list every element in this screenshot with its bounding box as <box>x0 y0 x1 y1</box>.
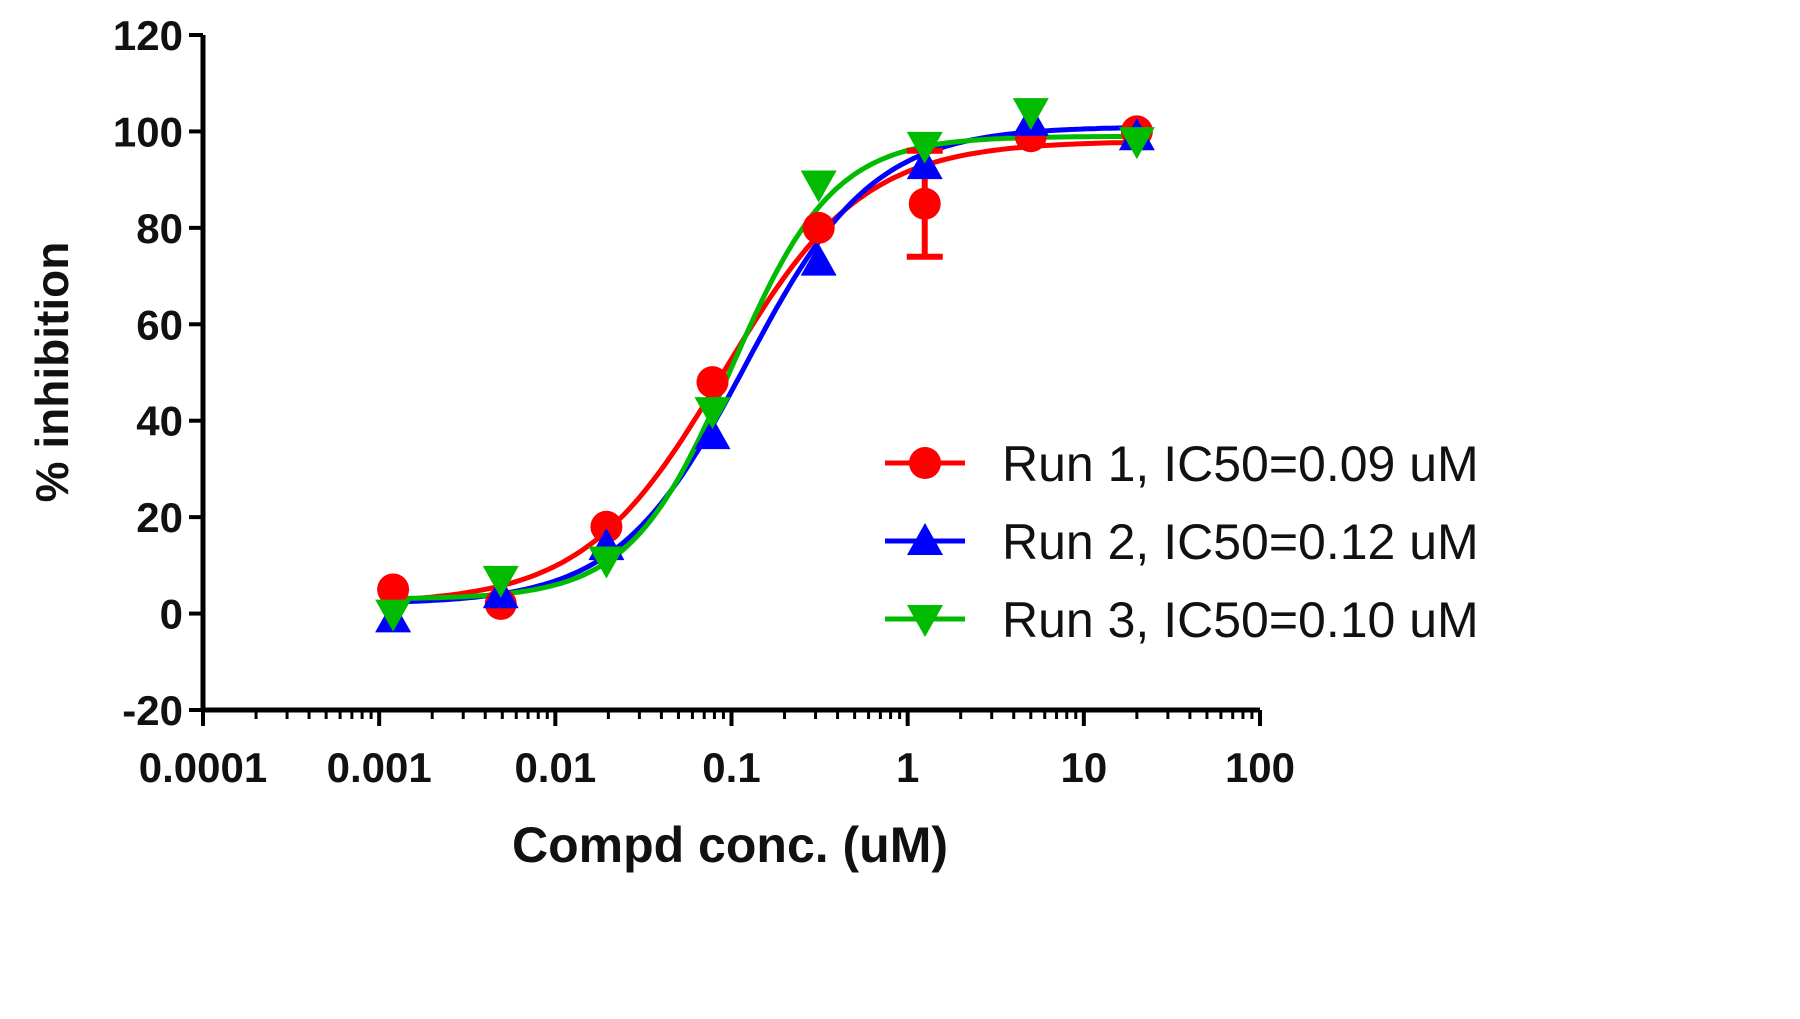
data-point-run-3 <box>1012 98 1049 131</box>
data-point-run-1 <box>908 187 941 220</box>
y-tick-label: 20 <box>136 494 183 541</box>
legend-marker <box>907 523 943 555</box>
data-point-run-1 <box>377 573 410 606</box>
data-point-run-3 <box>375 599 412 632</box>
data-point-run-1 <box>590 510 623 543</box>
y-tick-label: 40 <box>136 398 183 445</box>
y-tick-label: 60 <box>136 301 183 348</box>
data-point-run-2 <box>800 243 837 276</box>
x-tick-label: 0.1 <box>702 744 760 791</box>
data-point-run-3 <box>694 397 731 430</box>
y-tick-label: 0 <box>160 591 183 638</box>
y-axis-label: % inhibition <box>26 242 78 503</box>
legend-label: Run 1, IC50=0.09 uM <box>1002 436 1479 492</box>
data-point-run-3 <box>800 170 837 203</box>
axes: -20 0 20 40 60 80 100 120 0.0001 0.001 0.01 0.1 1 10 1… <box>113 12 1295 791</box>
x-tick-label: 10 <box>1060 744 1107 791</box>
legend-label: Run 2, IC50=0.12 uM <box>1002 514 1479 570</box>
y-tick-label: 100 <box>113 108 183 155</box>
data-point-run-3 <box>482 565 519 598</box>
x-tick-label: 0.0001 <box>139 744 267 791</box>
y-tick-label: 120 <box>113 12 183 59</box>
data-point-run-2 <box>694 417 731 450</box>
data-point-run-1 <box>802 211 835 244</box>
fit-curve-run-3 <box>393 133 1137 601</box>
x-tick-label: 100 <box>1225 744 1295 791</box>
x-axis-label: Compd conc. (uM) <box>512 817 948 873</box>
x-tick-label: 0.01 <box>514 744 596 791</box>
legend: Run 1, IC50=0.09 uM Run 2, IC50=0.12 uM Ru… <box>885 436 1479 648</box>
data-points <box>375 98 1155 633</box>
data-point-run-3 <box>906 131 943 164</box>
legend-marker <box>907 605 943 637</box>
legend-marker <box>909 447 941 479</box>
x-tick-label: 0.001 <box>327 744 432 791</box>
fit-curve-run-1 <box>392 139 1137 603</box>
y-tick-label: -20 <box>122 687 183 734</box>
data-point-run-3 <box>1118 127 1155 160</box>
y-tick-label: 80 <box>136 205 183 252</box>
x-tick-label: 1 <box>896 744 919 791</box>
data-point-run-1 <box>696 366 729 399</box>
data-point-run-3 <box>588 546 625 579</box>
fit-curves <box>392 125 1137 605</box>
legend-label: Run 3, IC50=0.10 uM <box>1002 592 1479 648</box>
